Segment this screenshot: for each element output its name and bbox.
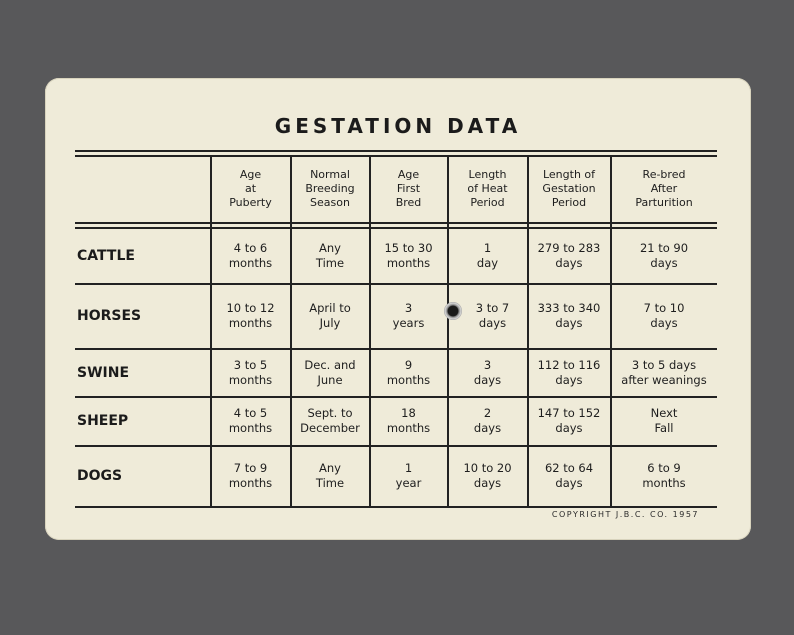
column-header: Age at Puberty (229, 168, 272, 209)
row-divider (75, 445, 717, 447)
table-cell: 62 to 64 days (544, 461, 594, 490)
table-top-rule (75, 150, 717, 152)
row-label-sheep: SHEEP (77, 413, 129, 429)
row-label-swine: SWINE (77, 364, 130, 381)
table-cell: 7 to 9 months (228, 461, 273, 490)
table-cell: 279 to 283 days (537, 240, 601, 270)
table-cell: Next Fall (650, 406, 678, 435)
table-cell: April to July (309, 301, 351, 330)
row-divider (75, 396, 717, 398)
table-cell: 7 to 10 days (643, 301, 685, 330)
table-cell: 3 to 5 months (228, 357, 273, 387)
table-cell: 21 to 90 days (639, 240, 689, 270)
gestation-card: GESTATION DATA Age at Puberty Normal Bre… (45, 78, 751, 540)
row-label-dogs: DOGS (77, 468, 123, 484)
table-cell: 1 day (476, 240, 499, 270)
column-divider (210, 155, 212, 506)
row-divider (75, 348, 717, 350)
table-cell: 2 days (473, 406, 502, 435)
column-header: Normal Breeding Season (305, 168, 355, 209)
table-cell: 147 to 152 days (537, 406, 601, 435)
table-cell: 9 months (386, 357, 431, 387)
table-top-rule-2 (75, 155, 717, 157)
copyright-notice: COPYRIGHT J.B.C. CO. 1957 (551, 510, 699, 519)
table-cell: 3 to 5 days after weanings (621, 357, 707, 387)
row-divider (75, 283, 717, 285)
table-bottom-rule (75, 506, 717, 508)
card-title: GESTATION DATA (274, 114, 522, 138)
table-cell: 4 to 6 months (228, 240, 273, 270)
table-cell: 3 years (392, 301, 425, 330)
table-cell: Dec. and June (304, 357, 356, 387)
table-cell: 333 to 340 days (537, 301, 601, 330)
table-cell: Any Time (315, 240, 345, 270)
column-header: Re-bred After Parturition (635, 168, 693, 209)
column-divider (527, 155, 529, 506)
column-header: Length of Gestation Period (542, 168, 596, 209)
table-cell: Sept. to December (300, 406, 360, 435)
table-cell: 18 months (386, 406, 431, 435)
table-cell: Any Time (315, 461, 345, 490)
row-label-horses: HORSES (77, 308, 142, 324)
table-cell: 112 to 116 days (537, 357, 601, 387)
column-divider (610, 155, 612, 506)
grommet-hole-icon (444, 302, 462, 320)
header-rule (75, 222, 717, 224)
table-cell: 6 to 9 months (642, 461, 686, 490)
gestation-table: Age at Puberty Normal Breeding Season Ag… (45, 78, 751, 540)
column-header: Age First Bred (395, 168, 422, 209)
table-cell: 10 to 20 days (463, 461, 512, 490)
table-cell: 4 to 5 months (228, 406, 273, 435)
table-cell: 10 to 12 months (226, 301, 275, 330)
row-label-cattle: CATTLE (77, 247, 135, 264)
column-divider (369, 155, 371, 506)
table-cell: 3 to 7 days (475, 301, 510, 330)
column-header: Length of Heat Period (467, 168, 508, 209)
table-cell: 1 year (395, 461, 422, 490)
table-cell: 3 days (473, 357, 502, 387)
header-rule-2 (75, 227, 717, 229)
column-divider (290, 155, 292, 506)
column-divider (447, 155, 449, 506)
table-cell: 15 to 30 months (384, 240, 433, 270)
